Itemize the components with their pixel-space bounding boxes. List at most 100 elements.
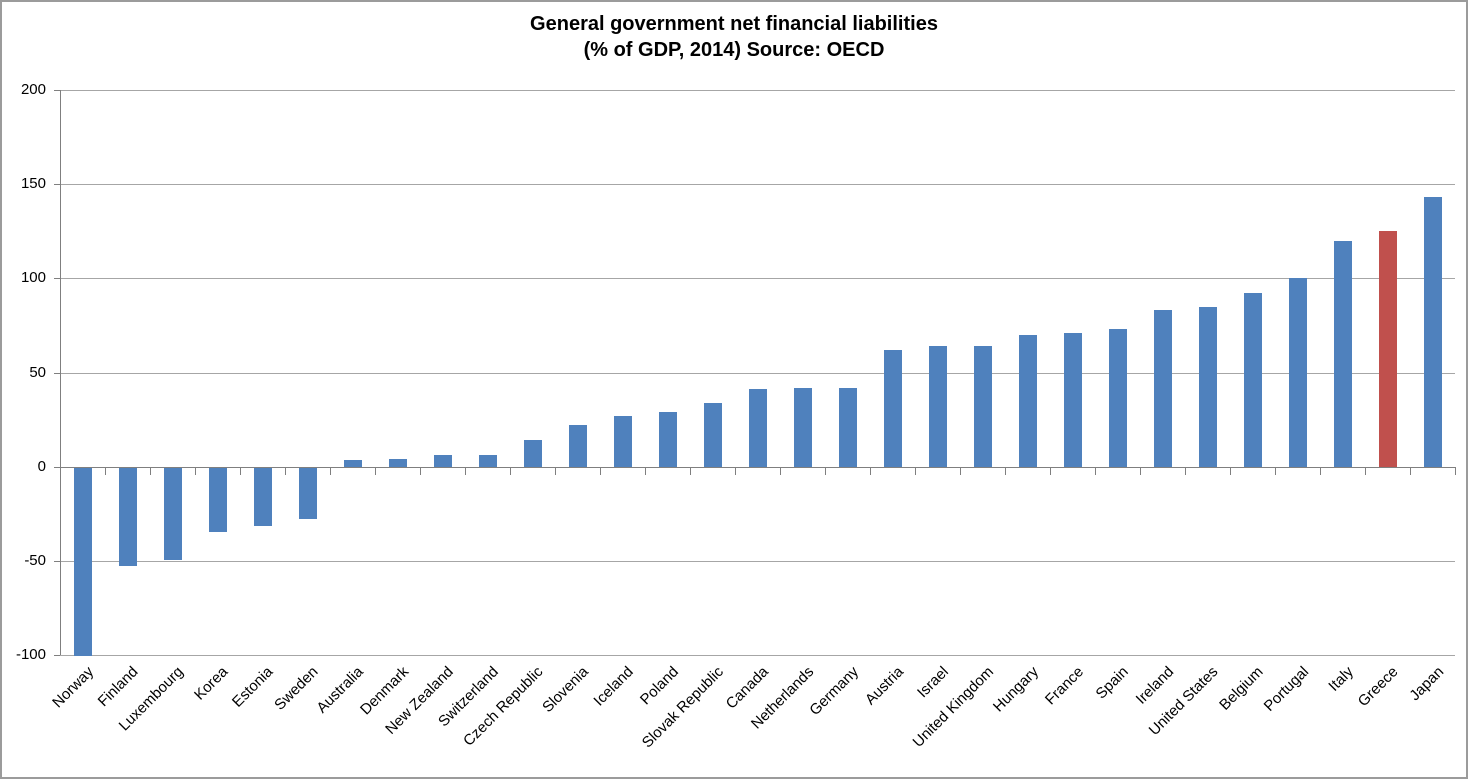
bar-czech-republic (524, 440, 542, 467)
y-gridline (60, 373, 1455, 374)
bar-finland (119, 468, 137, 566)
x-axis-tick (1455, 467, 1456, 475)
y-axis-tick (54, 184, 60, 185)
x-axis-tick (285, 467, 286, 475)
y-axis-tick (54, 373, 60, 374)
bar-canada (749, 389, 767, 467)
bar-ireland (1154, 310, 1172, 467)
x-axis-label: Italy (1325, 663, 1357, 695)
x-axis-label: Hungary (989, 663, 1042, 716)
x-axis-label: Slovenia (539, 663, 592, 717)
x-axis-label: Spain (1092, 663, 1132, 703)
bar-israel (929, 346, 947, 467)
x-axis-label: Portugal (1260, 663, 1312, 715)
bar-iceland (614, 416, 632, 467)
x-axis-tick (1230, 467, 1231, 475)
x-axis-tick (780, 467, 781, 475)
x-axis-label: France (1041, 663, 1087, 709)
x-axis-label: Japan (1405, 663, 1447, 705)
bar-new-zealand (434, 455, 452, 467)
x-axis-tick (960, 467, 961, 475)
x-axis-label: Greece (1355, 663, 1402, 711)
y-axis-tick-label: -100 (15, 646, 46, 663)
x-axis-label: Austria (861, 663, 907, 709)
bar-norway (74, 468, 92, 656)
x-axis-label: Belgium (1216, 663, 1267, 714)
bar-austria (884, 350, 902, 467)
x-axis-label: Estonia (229, 663, 277, 711)
x-axis-tick (825, 467, 826, 475)
bar-germany (839, 388, 857, 467)
x-axis-tick (690, 467, 691, 475)
bar-united-kingdom (974, 346, 992, 467)
x-axis-tick (645, 467, 646, 475)
x-axis-tick (195, 467, 196, 475)
bar-japan (1424, 197, 1442, 467)
x-axis-tick (1005, 467, 1006, 475)
bar-luxembourg (164, 468, 182, 560)
x-axis-tick (1410, 467, 1411, 475)
bar-sweden (299, 468, 317, 519)
x-axis-tick (510, 467, 511, 475)
x-axis-label: Israel (913, 663, 952, 702)
x-axis-tick (105, 467, 106, 475)
y-axis-tick-label: 200 (20, 81, 46, 98)
x-axis-label: Czech Republic (460, 663, 547, 750)
y-axis-tick (54, 655, 60, 656)
x-axis-tick (1365, 467, 1366, 475)
x-axis-tick (1140, 467, 1141, 475)
x-axis-label: United Kingdom (909, 663, 997, 751)
x-axis-tick (1050, 467, 1051, 475)
y-gridline (60, 90, 1455, 91)
bar-hungary (1019, 335, 1037, 467)
x-axis-tick (240, 467, 241, 475)
y-axis-tick-label: 100 (20, 269, 46, 286)
bar-france (1064, 333, 1082, 467)
y-gridline (60, 561, 1455, 562)
x-axis-tick (915, 467, 916, 475)
bar-italy (1334, 241, 1352, 467)
x-axis-tick (600, 467, 601, 475)
chart-title-line1: General government net financial liabili… (530, 13, 938, 35)
x-axis-tick (60, 467, 61, 475)
bar-korea (209, 468, 227, 532)
bar-belgium (1244, 293, 1262, 467)
y-axis-tick (54, 467, 60, 468)
x-axis-tick (465, 467, 466, 475)
y-axis-tick (54, 278, 60, 279)
x-axis-tick (150, 467, 151, 475)
bar-slovenia (569, 425, 587, 467)
x-axis-tick (735, 467, 736, 475)
x-axis-tick (870, 467, 871, 475)
y-axis-tick-label: 50 (29, 364, 46, 381)
y-axis-tick (54, 90, 60, 91)
x-axis-label: Korea (191, 663, 232, 704)
x-axis-tick (1095, 467, 1096, 475)
y-gridline (60, 655, 1455, 656)
bar-united-states (1199, 307, 1217, 467)
x-axis-tick (330, 467, 331, 475)
x-axis-tick (375, 467, 376, 475)
y-gridline (60, 184, 1455, 185)
y-gridline (60, 278, 1455, 279)
bar-denmark (389, 459, 407, 467)
x-axis-tick (1320, 467, 1321, 475)
x-axis-label: Norway (48, 663, 97, 712)
y-axis-tick-label: 0 (37, 458, 46, 475)
bar-australia (344, 460, 362, 467)
x-axis-tick (555, 467, 556, 475)
x-axis-tick (1185, 467, 1186, 475)
x-axis-label: Slovak Republic (638, 663, 727, 752)
bar-portugal (1289, 278, 1307, 467)
x-axis-line (60, 467, 1455, 468)
bar-switzerland (479, 455, 497, 467)
chart-title: General government net financial liabili… (2, 11, 1466, 63)
bar-netherlands (794, 388, 812, 467)
y-axis-line (60, 90, 61, 655)
y-axis-tick-label: 150 (20, 175, 46, 192)
bar-spain (1109, 329, 1127, 467)
bar-poland (659, 412, 677, 467)
x-axis-tick (1275, 467, 1276, 475)
